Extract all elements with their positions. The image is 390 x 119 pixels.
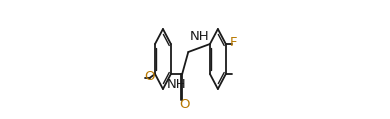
Text: NH: NH [189, 30, 209, 42]
Text: O: O [145, 69, 155, 82]
Text: O: O [179, 97, 190, 111]
Text: NH: NH [167, 77, 186, 91]
Text: F: F [230, 35, 238, 49]
